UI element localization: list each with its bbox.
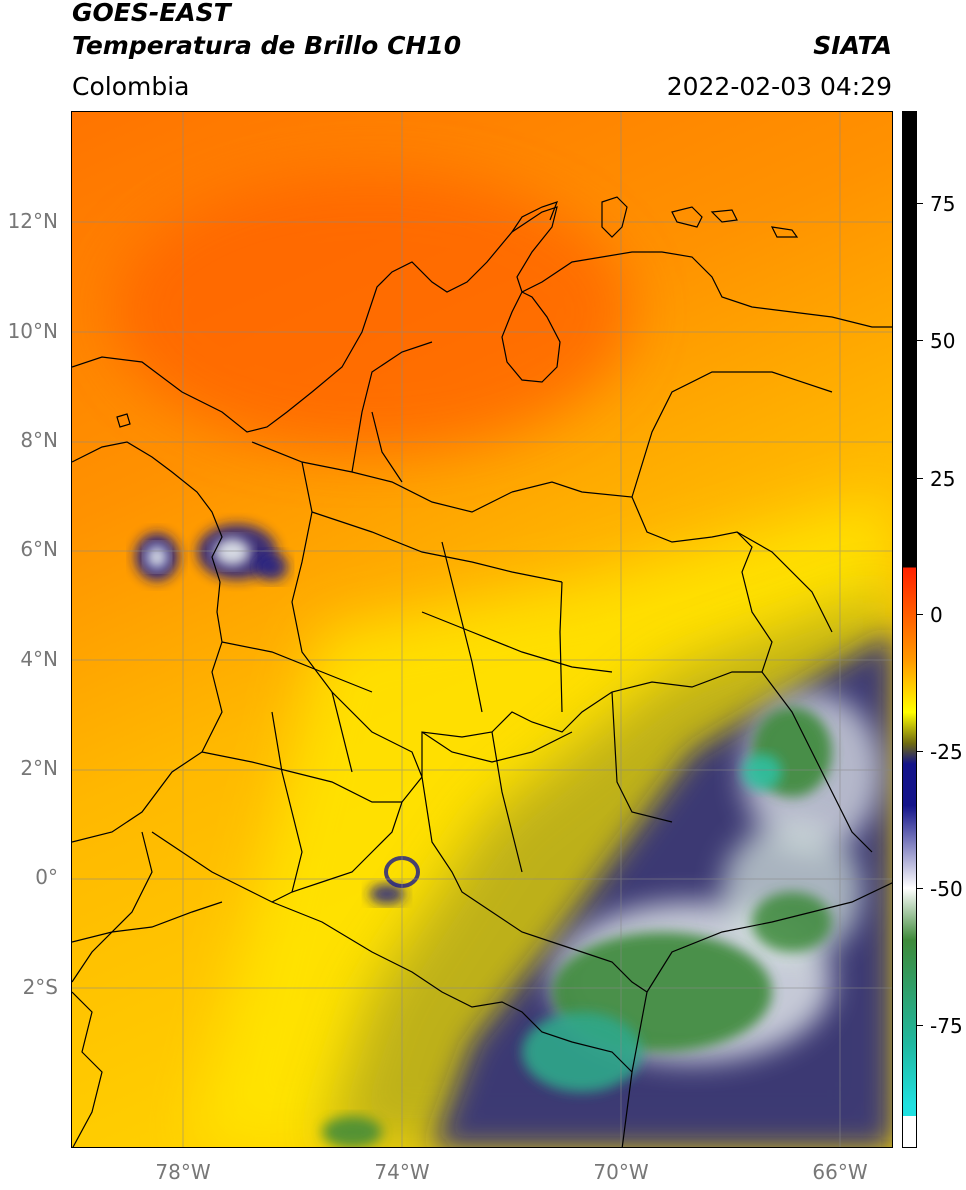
cloud-top-teal (742, 754, 782, 790)
colorbar-label: -50 (930, 877, 963, 901)
convective-cell (256, 553, 288, 581)
lat-label: 12°N (7, 209, 58, 233)
lon-label: 74°W (374, 1160, 430, 1184)
colorbar-tick (917, 478, 923, 479)
venezuela-border (736, 531, 833, 633)
warm-area (112, 172, 632, 452)
lat-label: 10°N (7, 319, 58, 343)
colorbar-tick (917, 888, 923, 889)
lat-label: 2°S (22, 975, 58, 999)
guajira (511, 201, 559, 233)
lat-label: 4°N (20, 647, 58, 671)
internal-border (371, 411, 403, 483)
graticule (72, 112, 892, 1147)
convective-cell-core (214, 538, 250, 566)
lon-label: 66°W (812, 1160, 868, 1184)
internal-border (421, 731, 573, 763)
caribbean-coastline (72, 206, 892, 433)
brightness-temperature-map (71, 111, 893, 1148)
venezuela-border (631, 371, 833, 498)
colorbar-label: 75 (930, 192, 956, 216)
product-title: Temperatura de Brillo CH10 (72, 31, 462, 60)
lon-label: 70°W (593, 1160, 649, 1184)
datetime-label: 2022-02-03 04:29 (666, 72, 892, 101)
colorbar-label: 50 (930, 329, 956, 353)
island (770, 226, 799, 238)
ecuador-border (72, 901, 223, 943)
pacific-coast-north (72, 581, 223, 843)
internal-border (311, 511, 563, 583)
colorbar-tick (917, 614, 923, 615)
internal-border (559, 581, 563, 713)
internal-border (331, 691, 353, 773)
lat-label: 0° (35, 865, 58, 889)
island (116, 413, 131, 428)
internal-border (611, 691, 673, 823)
ecuador-coast (72, 991, 103, 1147)
internal-border (271, 711, 303, 893)
cloud-top-green (322, 1116, 382, 1147)
lon-label: 78°W (155, 1160, 211, 1184)
internal-border (201, 751, 402, 803)
coastlines-and-borders (72, 196, 892, 1147)
convective-cell-core (146, 545, 168, 569)
agency-label: SIATA (813, 31, 892, 60)
cloud-top-green (752, 892, 832, 952)
venezuela-brazil-border (761, 671, 873, 853)
internal-border (221, 641, 373, 693)
ecuador-peru-border (271, 901, 633, 1073)
colorbar-label: -25 (930, 740, 963, 764)
colombia-ecuador-border (151, 776, 423, 903)
internal-border (291, 461, 423, 778)
lat-label: 6°N (20, 537, 58, 561)
convective-cell (369, 884, 405, 904)
colorbar-tick (917, 340, 923, 341)
map-canvas (72, 112, 892, 1147)
pacific-coast-ecuador (72, 831, 153, 983)
colorbar-label: 0 (930, 603, 943, 627)
internal-border (441, 541, 483, 713)
colorbar-tick (917, 203, 923, 204)
internal-border (421, 611, 613, 673)
region-label: Colombia (72, 72, 190, 101)
colorbar (902, 111, 917, 1148)
aruba-curacao (601, 196, 628, 238)
lat-label: 2°N (20, 756, 58, 780)
colorbar-label: -75 (930, 1014, 963, 1038)
colorbar-tick (917, 751, 923, 752)
brazil-border (646, 882, 892, 993)
panama-coast (72, 441, 223, 583)
lat-label: 8°N (20, 428, 58, 452)
cloud-top-teal (522, 1012, 642, 1092)
internal-border (491, 731, 523, 873)
satellite-title: GOES-EAST (72, 0, 231, 27)
island (671, 206, 703, 228)
lake-maracaibo (501, 291, 561, 383)
island (710, 209, 738, 223)
colorbar-label: 25 (930, 467, 956, 491)
internal-border (351, 341, 433, 473)
colorbar-tick (917, 1025, 923, 1026)
